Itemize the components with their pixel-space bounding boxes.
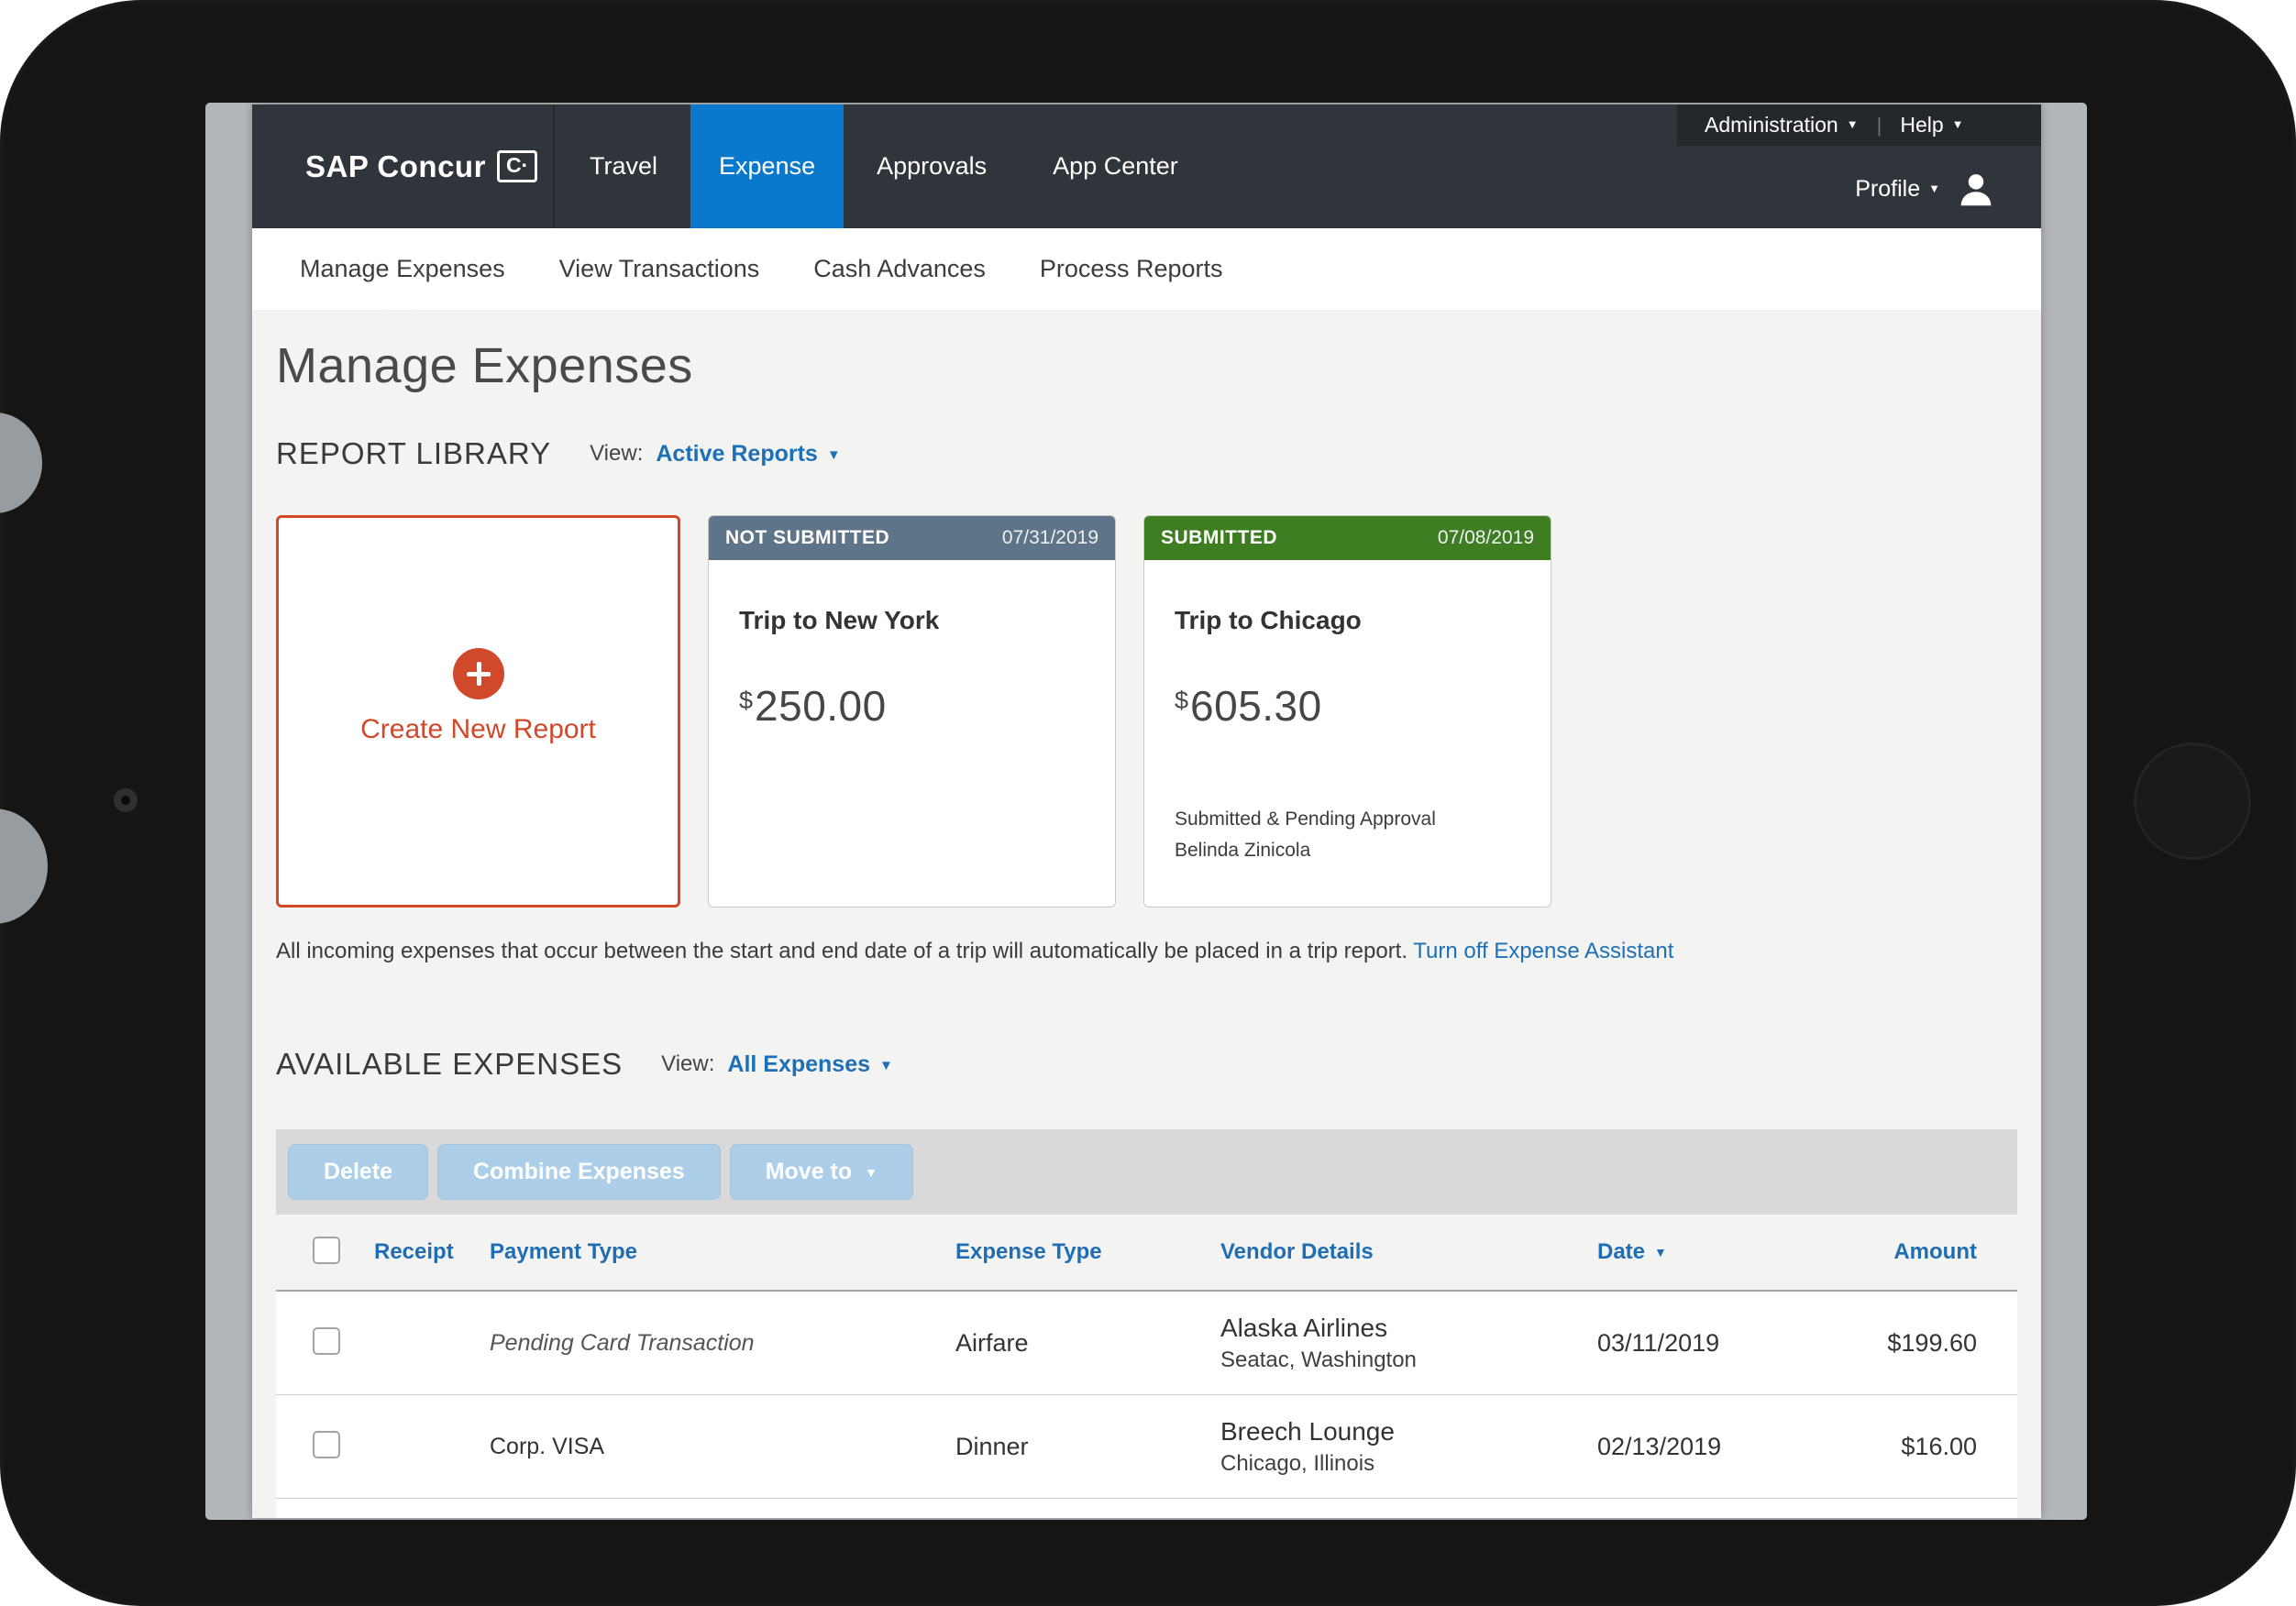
profile-area: Profile [1855,167,1997,211]
page-title: Manage Expenses [276,338,693,393]
row-checkbox[interactable] [313,1326,340,1355]
subnav-view-transactions[interactable]: View Transactions [558,255,760,282]
available-expenses-heading: AVAILABLE EXPENSES [276,1047,624,1081]
menu-divider: | [1876,113,1882,137]
report-date: 07/08/2019 [1437,527,1534,548]
payment-type-cell: Corp. VISA [490,1433,605,1459]
main-content: Manage Expenses REPORT LIBRARY View: Act… [252,310,2041,1518]
expense-type-cell: Airfare [955,1328,1029,1357]
expense-assistant-note: All incoming expenses that occur between… [276,939,1674,963]
expenses-toolbar: Delete Combine Expenses Move to [276,1129,2017,1215]
tablet-home-button[interactable] [2134,742,2251,860]
vendor-details-cell: Breech Lounge Chicago, Illinois [1220,1416,1395,1476]
concur-app-window: SAP Concur C· Travel Expense Approvals A… [252,104,2041,1518]
view-label: View: [590,441,644,466]
bezel-reflection [0,412,42,513]
tab-app-center[interactable]: App Center [1053,152,1178,180]
table-partial-row [276,1499,2017,1518]
create-report-label: Create New Report [360,714,596,744]
vendor-details-cell: Alaska Airlines Seatac, Washington [1220,1313,1417,1372]
report-amount: $250.00 [739,682,887,730]
report-card-not-submitted[interactable]: NOT SUBMITTED 07/31/2019 Trip to New Yor… [708,515,1116,908]
table-row[interactable]: Pending Card Transaction Airfare Alaska … [276,1292,2017,1395]
column-payment-type[interactable]: Payment Type [490,1239,637,1264]
expenses-view-dropdown[interactable]: All Expenses [727,1051,893,1078]
subnav-cash-advances[interactable]: Cash Advances [813,255,986,282]
tab-approvals[interactable]: Approvals [877,152,988,180]
report-amount: $605.30 [1175,682,1322,730]
status-badge: SUBMITTED [1161,527,1277,548]
amount-cell: $199.60 [1887,1328,1977,1357]
plus-icon [452,648,504,699]
report-date: 07/31/2019 [1001,527,1098,548]
select-all-cell [276,1236,374,1269]
payment-type-cell: Pending Card Transaction [490,1329,755,1356]
report-library-header: REPORT LIBRARY View: Active Reports [276,436,2017,471]
available-expenses-header: AVAILABLE EXPENSES View: All Expenses [276,1047,2017,1082]
column-receipt[interactable]: Receipt [374,1239,454,1264]
profile-avatar-icon[interactable] [1955,168,1997,210]
tablet-camera [114,788,138,812]
utility-menu-strip: Administration | Help [1677,104,2041,146]
turn-off-expense-assistant-link[interactable]: Turn off Expense Assistant [1413,939,1674,963]
primary-tabs: Travel Expense Approvals App Center [557,104,1211,228]
report-library-heading: REPORT LIBRARY [276,436,552,470]
report-cards-row: Create New Report NOT SUBMITTED 07/31/20… [276,515,2017,908]
sap-concur-logo[interactable]: SAP Concur C· [252,104,555,228]
subnav-process-reports[interactable]: Process Reports [1039,255,1223,282]
tablet-screen: SAP Concur C· Travel Expense Approvals A… [205,103,2087,1520]
report-title: Trip to Chicago [1175,606,1362,634]
status-badge: NOT SUBMITTED [725,527,890,548]
column-date-sorted[interactable]: Date [1597,1239,1835,1265]
amount-cell: $16.00 [1901,1432,1977,1460]
logo-text: SAP Concur [305,148,486,183]
card-body: Trip to New York $250.00 [709,606,1115,731]
row-select-cell [276,1326,374,1359]
profile-menu[interactable]: Profile [1855,176,1940,203]
row-checkbox[interactable] [313,1430,340,1458]
tab-expense[interactable]: Expense [690,104,844,228]
delete-button[interactable]: Delete [288,1144,429,1200]
combine-expenses-button[interactable]: Combine Expenses [437,1144,721,1200]
bezel-reflection [0,808,48,924]
card-status-bar: NOT SUBMITTED 07/31/2019 [709,516,1115,560]
report-card-submitted[interactable]: SUBMITTED 07/08/2019 Trip to Chicago $60… [1143,515,1551,908]
column-vendor-details[interactable]: Vendor Details [1220,1239,1374,1264]
create-new-report-card[interactable]: Create New Report [276,515,680,908]
subnav-manage-expenses[interactable]: Manage Expenses [300,255,505,282]
concur-logo-icon: C· [496,149,538,183]
row-select-cell [276,1430,374,1463]
column-expense-type[interactable]: Expense Type [955,1239,1102,1264]
expense-type-cell: Dinner [955,1432,1029,1460]
tab-travel[interactable]: Travel [590,152,658,180]
card-body: Trip to Chicago $605.30 Submitted & Pend… [1144,606,1551,866]
date-cell: 03/11/2019 [1597,1328,1720,1357]
select-all-checkbox[interactable] [313,1236,340,1264]
move-to-button[interactable]: Move to [729,1144,913,1200]
help-menu[interactable]: Help [1900,113,1963,138]
report-title: Trip to New York [739,606,940,634]
date-cell: 02/13/2019 [1597,1432,1722,1460]
table-row[interactable]: Corp. VISA Dinner Breech Lounge Chicago,… [276,1395,2017,1499]
column-amount[interactable]: Amount [1893,1239,1977,1264]
view-label: View: [661,1051,715,1076]
expense-subnav: Manage Expenses View Transactions Cash A… [252,228,2041,324]
report-view-dropdown[interactable]: Active Reports [656,441,840,468]
administration-menu[interactable]: Administration [1705,113,1859,138]
expenses-table-header: Receipt Payment Type Expense Type Vendor… [276,1215,2017,1292]
top-navbar: SAP Concur C· Travel Expense Approvals A… [252,104,2041,228]
card-status-bar: SUBMITTED 07/08/2019 [1144,516,1551,560]
approval-status-note: Submitted & Pending Approval Belinda Zin… [1175,808,1436,861]
